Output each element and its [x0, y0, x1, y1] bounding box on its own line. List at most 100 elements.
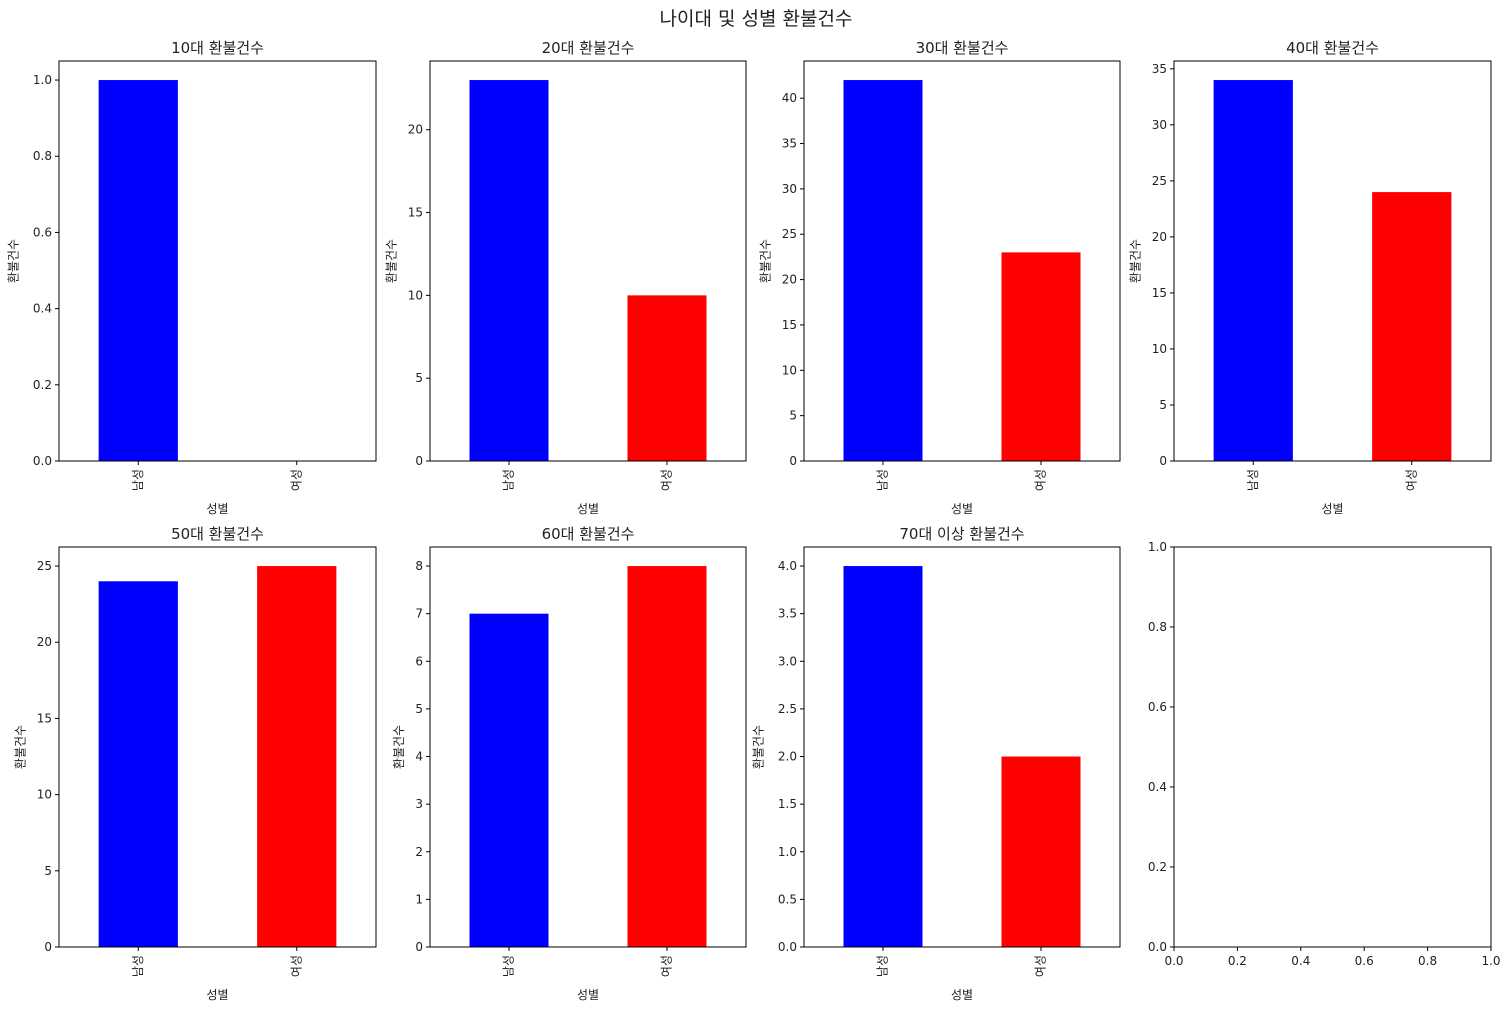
y-tick-label: 0 [415, 940, 423, 954]
x-axis-label: 성별 [577, 988, 599, 1002]
y-tick-label: 1.0 [33, 73, 52, 87]
y-tick-label: 10 [408, 288, 423, 302]
y-tick-label: 10 [782, 363, 797, 377]
y-tick-label: 1.0 [1148, 540, 1167, 554]
x-axis-label: 성별 [577, 502, 599, 516]
y-tick-label: 7 [415, 607, 423, 621]
y-tick-label: 30 [782, 182, 797, 196]
y-tick-label: 3.5 [778, 607, 797, 621]
y-tick-label: 35 [782, 137, 797, 151]
bar-female [627, 295, 707, 461]
y-tick-label: 2.0 [778, 750, 797, 764]
y-tick-label: 5 [415, 702, 423, 716]
y-axis-label: 환불건수 [14, 725, 28, 769]
y-tick-label: 0 [789, 454, 797, 468]
axes-frame [1173, 546, 1492, 948]
subplot-title: 40대 환불건수 [1286, 39, 1379, 57]
subplot-title: 50대 환불건수 [171, 525, 264, 543]
y-tick-label: 1.5 [778, 797, 797, 811]
y-tick-label: 25 [782, 227, 797, 241]
y-tick-label: 8 [415, 559, 423, 573]
y-tick-label: 15 [1152, 286, 1167, 300]
y-tick-label: 3.0 [778, 654, 797, 668]
axes-frame [429, 60, 747, 462]
y-tick-label: 6 [415, 654, 423, 668]
y-tick-label: 4 [415, 750, 423, 764]
y-tick-label: 20 [408, 123, 423, 137]
axes-frame [58, 60, 377, 462]
y-tick-label: 25 [1152, 174, 1167, 188]
y-tick-label: 3 [415, 797, 423, 811]
y-tick-label: 20 [782, 273, 797, 287]
x-tick-label: 1.0 [1481, 954, 1500, 968]
subplot-title: 30대 환불건수 [916, 39, 1009, 57]
y-axis-label: 환불건수 [1129, 239, 1143, 283]
axes-frame [1173, 60, 1492, 462]
y-tick-label: 0.2 [1148, 860, 1167, 874]
y-tick-label: 0.6 [1148, 700, 1167, 714]
bar-female [627, 566, 707, 947]
y-axis-label: 환불건수 [6, 239, 20, 283]
x-tick-label: 남성 [131, 469, 145, 491]
subplot-title: 20대 환불건수 [542, 39, 635, 57]
y-tick-label: 0.8 [1148, 620, 1167, 634]
x-tick-label: 여성 [660, 469, 674, 491]
y-tick-label: 10 [37, 788, 52, 802]
x-tick-label: 0.8 [1418, 954, 1437, 968]
y-tick-label: 5 [1159, 398, 1167, 412]
y-tick-label: 2 [415, 845, 423, 859]
y-tick-label: 5 [789, 409, 797, 423]
y-tick-label: 1.0 [778, 845, 797, 859]
y-tick-label: 0.2 [33, 378, 52, 392]
y-tick-label: 15 [408, 206, 423, 220]
x-tick-label: 여성 [289, 469, 303, 491]
y-axis-label: 환불건수 [759, 239, 773, 283]
y-tick-label: 30 [1152, 118, 1167, 132]
x-tick-label: 0.4 [1291, 954, 1310, 968]
y-tick-label: 20 [37, 635, 52, 649]
y-axis-label: 환불건수 [385, 239, 399, 283]
x-tick-label: 남성 [502, 469, 516, 491]
subplot-title: 60대 환불건수 [542, 525, 635, 543]
bar-female [1001, 252, 1081, 461]
axes-frame [429, 546, 747, 948]
y-tick-label: 0.0 [1148, 940, 1167, 954]
y-tick-label: 0.5 [778, 892, 797, 906]
y-tick-label: 10 [1152, 342, 1167, 356]
bar-male [1213, 80, 1293, 462]
axes-frame [803, 546, 1121, 948]
x-tick-label: 남성 [876, 469, 890, 491]
y-tick-label: 15 [782, 318, 797, 332]
y-tick-label: 0 [1159, 454, 1167, 468]
x-tick-label: 여성 [1034, 469, 1048, 491]
bar-male [469, 613, 549, 947]
y-tick-label: 0.4 [1148, 780, 1167, 794]
bar-male [469, 80, 549, 462]
y-axis-label: 환불건수 [751, 725, 765, 769]
subplot-title: 70대 이상 환불건수 [899, 525, 1024, 543]
axes-frame [58, 546, 377, 948]
y-tick-label: 2.5 [778, 702, 797, 716]
y-tick-label: 1 [415, 892, 423, 906]
y-tick-label: 0.6 [33, 225, 52, 239]
x-tick-label: 여성 [1404, 469, 1418, 491]
y-tick-label: 25 [37, 559, 52, 573]
bar-female [1372, 192, 1452, 461]
x-tick-label: 남성 [131, 955, 145, 977]
y-tick-label: 40 [782, 91, 797, 105]
x-tick-label: 남성 [876, 955, 890, 977]
x-axis-label: 성별 [951, 502, 973, 516]
y-tick-label: 35 [1152, 62, 1167, 76]
axes-frame [803, 60, 1121, 462]
x-axis-label: 성별 [206, 502, 228, 516]
y-tick-label: 0.4 [33, 302, 52, 316]
y-tick-label: 15 [37, 711, 52, 725]
y-tick-label: 0 [415, 454, 423, 468]
bar-female [257, 566, 337, 947]
y-axis-label: 환불건수 [392, 725, 406, 769]
bar-male [98, 581, 178, 947]
